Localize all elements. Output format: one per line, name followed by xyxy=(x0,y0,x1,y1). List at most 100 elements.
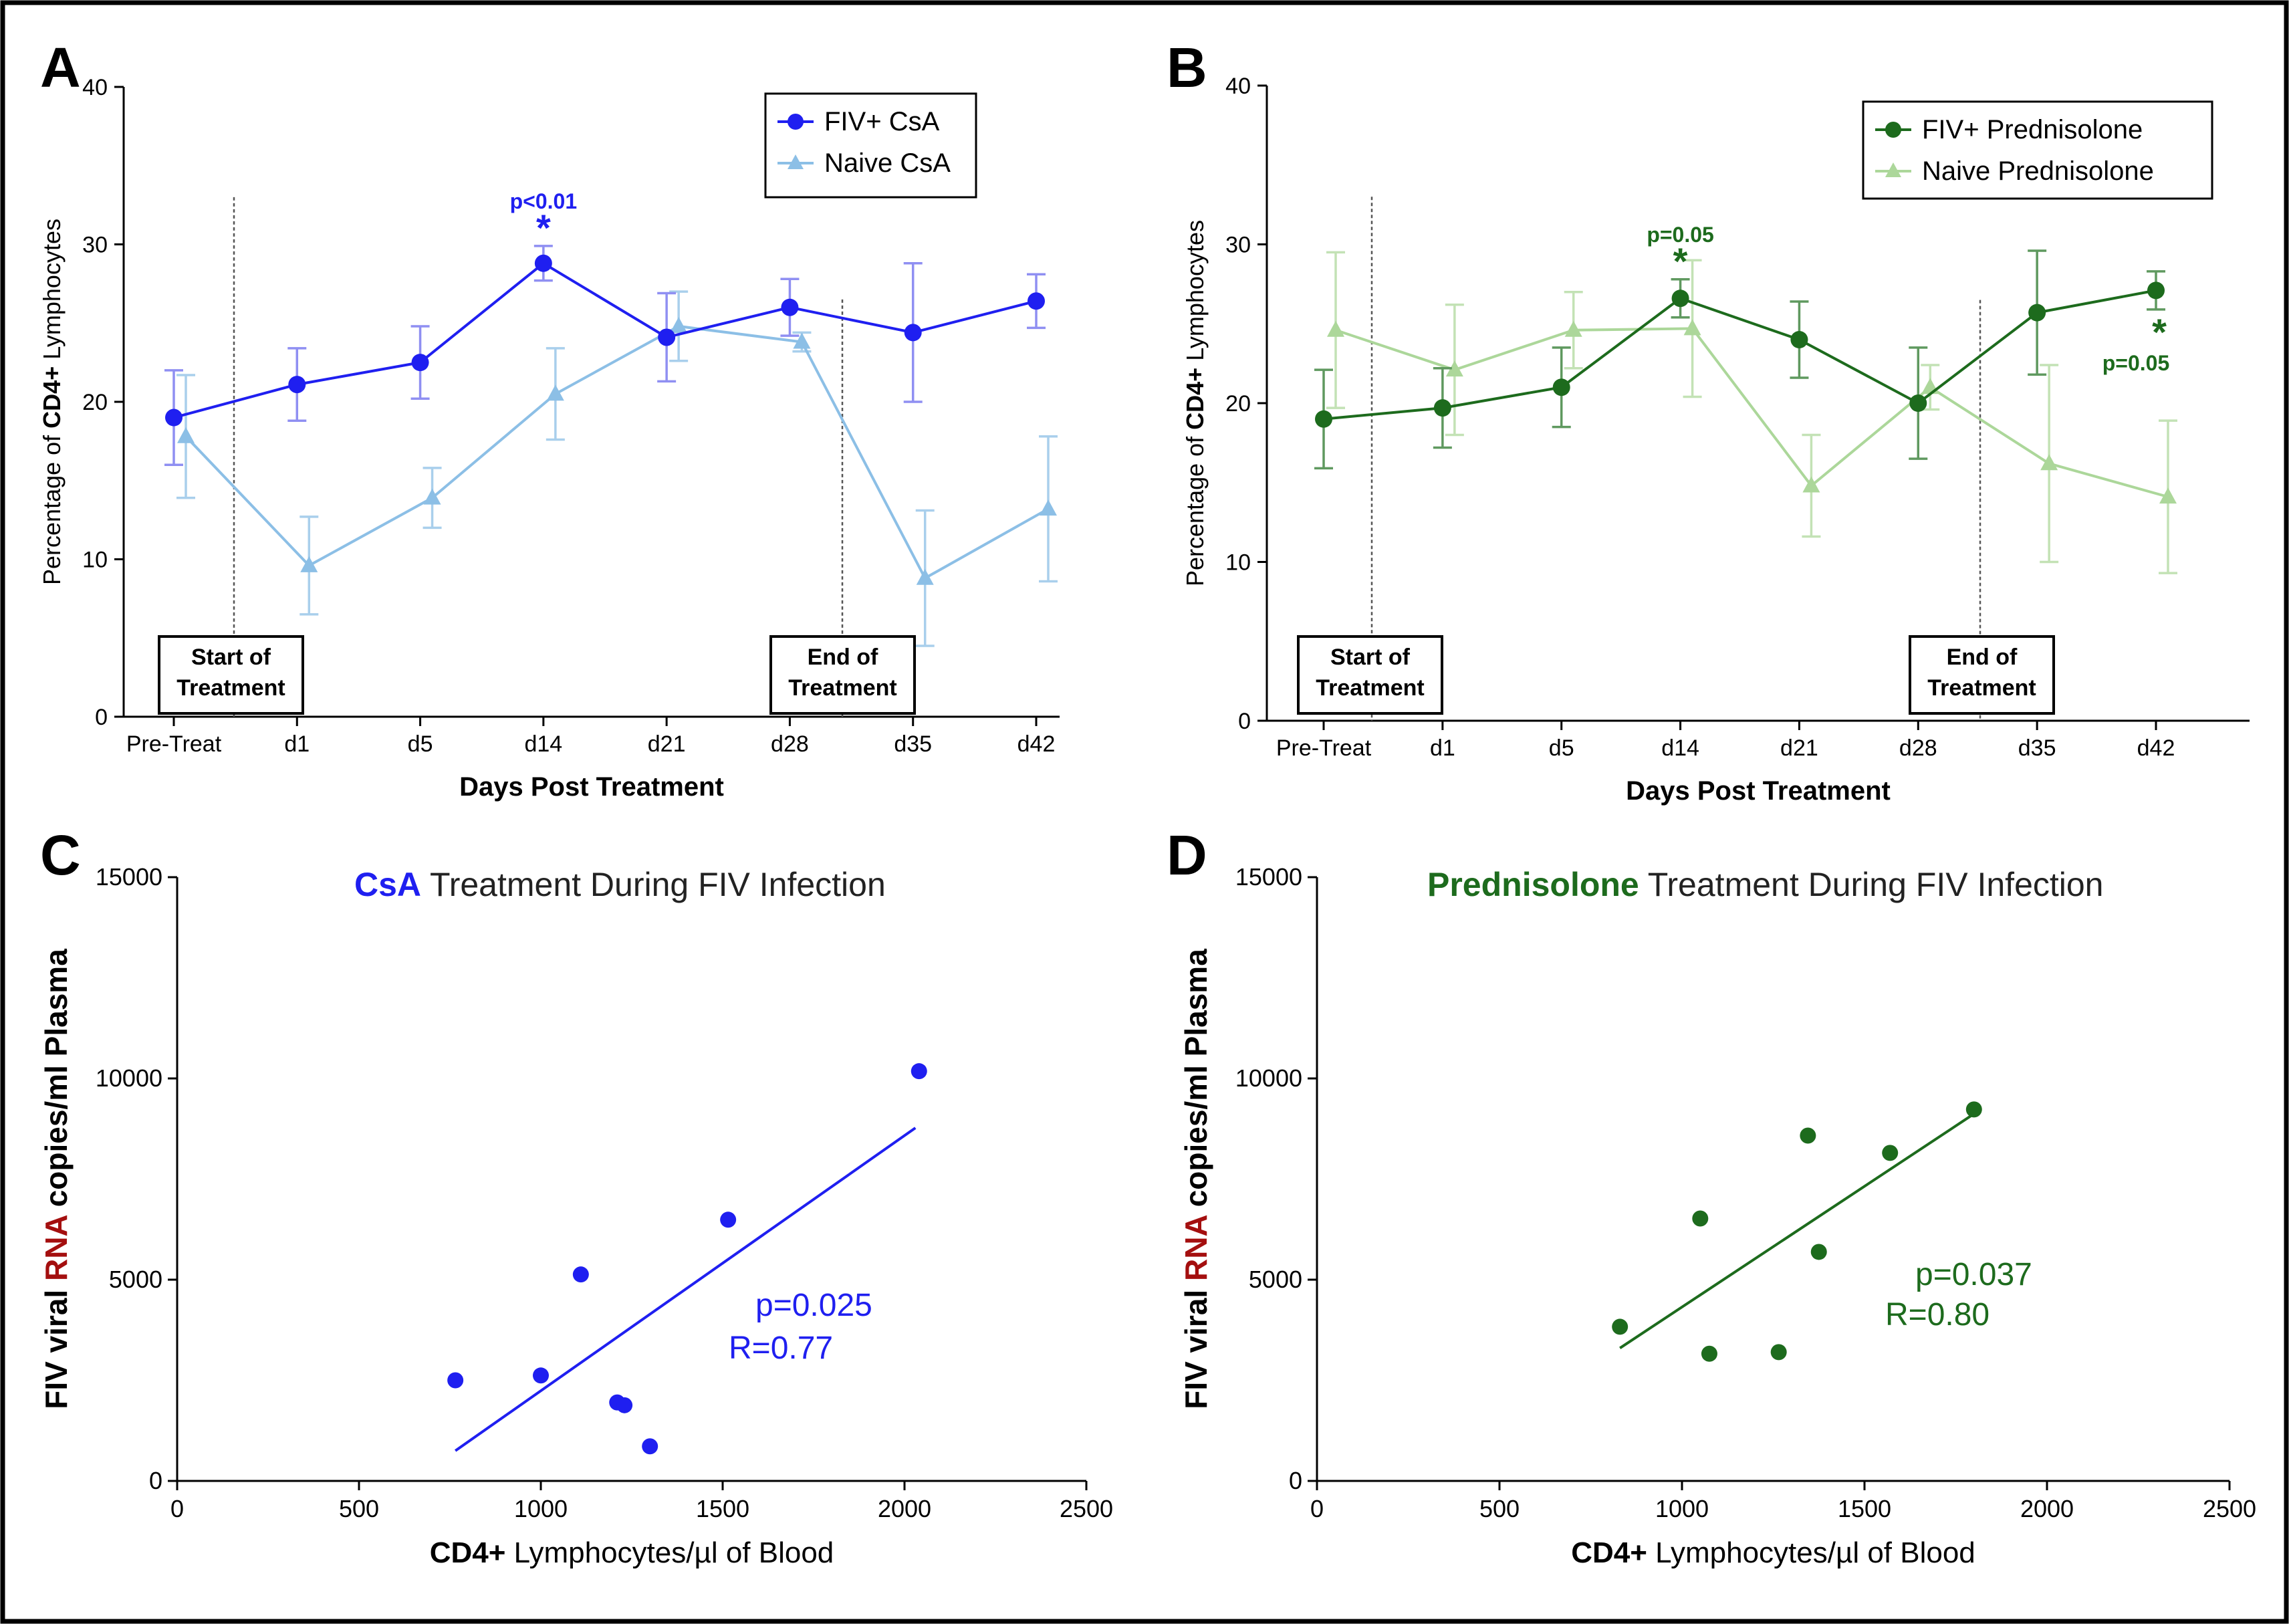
data-point xyxy=(1810,1244,1827,1260)
panel-letter: A xyxy=(40,36,81,99)
series-line xyxy=(173,261,1037,419)
start-treatment-box xyxy=(158,635,304,715)
y-axis-label: FIV viral RNA copies/ml Plasma xyxy=(1179,949,1213,1409)
x-tick-label: 500 xyxy=(339,1495,379,1522)
start-treatment-label: Start of xyxy=(191,645,271,670)
legend-label: FIV+ CsA xyxy=(824,107,940,136)
x-tick-label: d14 xyxy=(1661,735,1699,761)
data-point xyxy=(1315,410,1332,428)
data-point xyxy=(720,1211,737,1228)
data-point xyxy=(916,568,934,585)
x-tick-label: d1 xyxy=(1430,735,1455,761)
data-point xyxy=(2028,304,2046,322)
y-tick-label: 0 xyxy=(1238,709,1251,734)
legend-marker xyxy=(1885,162,1901,177)
x-tick-label: d28 xyxy=(1899,735,1937,761)
panel-letter: D xyxy=(1167,824,1207,887)
panel-b: B 0 10 20 30 40 Pre-Treat d1 d5 d14 d21 d28 d35 d42 Da… xyxy=(1167,36,2250,806)
x-tick-label: d35 xyxy=(2018,735,2056,761)
chart-title: CsA Treatment During FIV Infection xyxy=(354,866,886,903)
panel-letter: B xyxy=(1167,36,1207,99)
data-point xyxy=(447,1372,464,1389)
r-value-label: R=0.80 xyxy=(1885,1297,1990,1332)
y-tick-label: 15000 xyxy=(96,863,162,891)
p-value-label: p=0.05 xyxy=(1647,223,1714,247)
data-point xyxy=(904,324,922,342)
data-point xyxy=(1800,1127,1816,1144)
end-treatment-label: Treatment xyxy=(1927,675,2036,701)
data-point xyxy=(177,427,195,443)
data-point xyxy=(781,298,799,316)
start-treatment-box xyxy=(1297,635,1443,715)
chart-title: Prednisolone Treatment During FIV Infect… xyxy=(1427,866,2104,903)
data-point xyxy=(288,376,306,394)
data-point xyxy=(793,332,811,349)
x-tick-label: 1500 xyxy=(696,1495,749,1522)
data-point xyxy=(670,316,688,333)
x-tick-label: 1000 xyxy=(514,1495,568,1522)
p-value-label: p=0.05 xyxy=(2102,351,2170,375)
data-point xyxy=(534,254,552,272)
x-tick-label: 1500 xyxy=(1838,1495,1891,1522)
data-point xyxy=(1770,1344,1787,1361)
end-treatment-box xyxy=(769,635,916,715)
panel-letter: C xyxy=(40,824,81,887)
start-treatment-label: Start of xyxy=(1330,645,1411,670)
data-point xyxy=(616,1397,633,1413)
x-tick-label: Pre-Treat xyxy=(1276,735,1372,761)
data-point xyxy=(572,1266,589,1283)
data-point xyxy=(165,409,183,427)
x-tick-label: d21 xyxy=(1780,735,1818,761)
x-tick-label: 2000 xyxy=(878,1495,931,1522)
y-tick-label: 30 xyxy=(1225,233,1251,258)
panel-c: C 0 5000 10000 15000 0 500 1000 1500 2000 2500 CsA … xyxy=(39,824,1113,1569)
y-axis-label: Percentage of CD4+ Lymphocytes xyxy=(1181,220,1209,586)
x-tick-label: d42 xyxy=(1017,731,1056,757)
end-treatment-label: End of xyxy=(1947,645,2018,670)
start-treatment-label: Treatment xyxy=(176,675,285,701)
y-axis-label: Percentage of CD4+ Lymphocytes xyxy=(38,219,66,585)
y-tick-label: 10 xyxy=(82,548,108,573)
x-tick-label: 2000 xyxy=(2020,1495,2074,1522)
data-point xyxy=(411,354,429,372)
data-point xyxy=(911,1063,927,1080)
start-treatment-label: Treatment xyxy=(1316,675,1425,701)
y-tick-label: 0 xyxy=(149,1467,162,1494)
data-point xyxy=(2159,487,2177,504)
end-treatment-label: Treatment xyxy=(788,675,897,701)
end-treatment-box xyxy=(1909,635,2055,715)
data-point xyxy=(546,384,564,401)
y-tick-label: 10000 xyxy=(1235,1064,1302,1092)
legend-marker xyxy=(1885,122,1901,138)
legend-marker xyxy=(788,154,804,169)
y-tick-label: 15000 xyxy=(1235,863,1302,891)
data-point xyxy=(1790,331,1808,348)
series-line xyxy=(1335,327,2169,499)
legend-marker xyxy=(788,114,804,130)
series-line xyxy=(185,324,1049,580)
y-tick-label: 10000 xyxy=(96,1064,162,1092)
x-tick-label: d42 xyxy=(2137,735,2175,761)
x-tick-label: 500 xyxy=(1479,1495,1520,1522)
panel-d: D 0 5000 10000 15000 0 500 1000 1500 2000 2500 Pred… xyxy=(1167,824,2256,1569)
significance-star: * xyxy=(536,207,551,249)
data-point xyxy=(533,1367,549,1384)
p-value-label: p=0.037 xyxy=(1915,1257,2032,1292)
x-tick-label: 0 xyxy=(170,1495,184,1522)
series-line xyxy=(1323,289,2157,421)
x-tick-label: d35 xyxy=(894,731,932,757)
data-point xyxy=(1965,1101,1982,1118)
legend-box xyxy=(764,92,977,199)
x-tick-label: 1000 xyxy=(1655,1495,1709,1522)
data-point xyxy=(1882,1145,1899,1161)
y-tick-label: 10 xyxy=(1225,550,1251,576)
x-axis-label: CD4+ Lymphocytes/µl of Blood xyxy=(430,1536,834,1569)
data-point xyxy=(1683,319,1701,336)
x-axis-label: CD4+ Lymphocytes/µl of Blood xyxy=(1571,1536,1975,1569)
legend-label: Naive Prednisolone xyxy=(1922,156,2154,186)
y-tick-label: 0 xyxy=(95,705,108,730)
x-tick-label: d5 xyxy=(408,731,433,757)
y-tick-label: 40 xyxy=(1225,74,1251,99)
